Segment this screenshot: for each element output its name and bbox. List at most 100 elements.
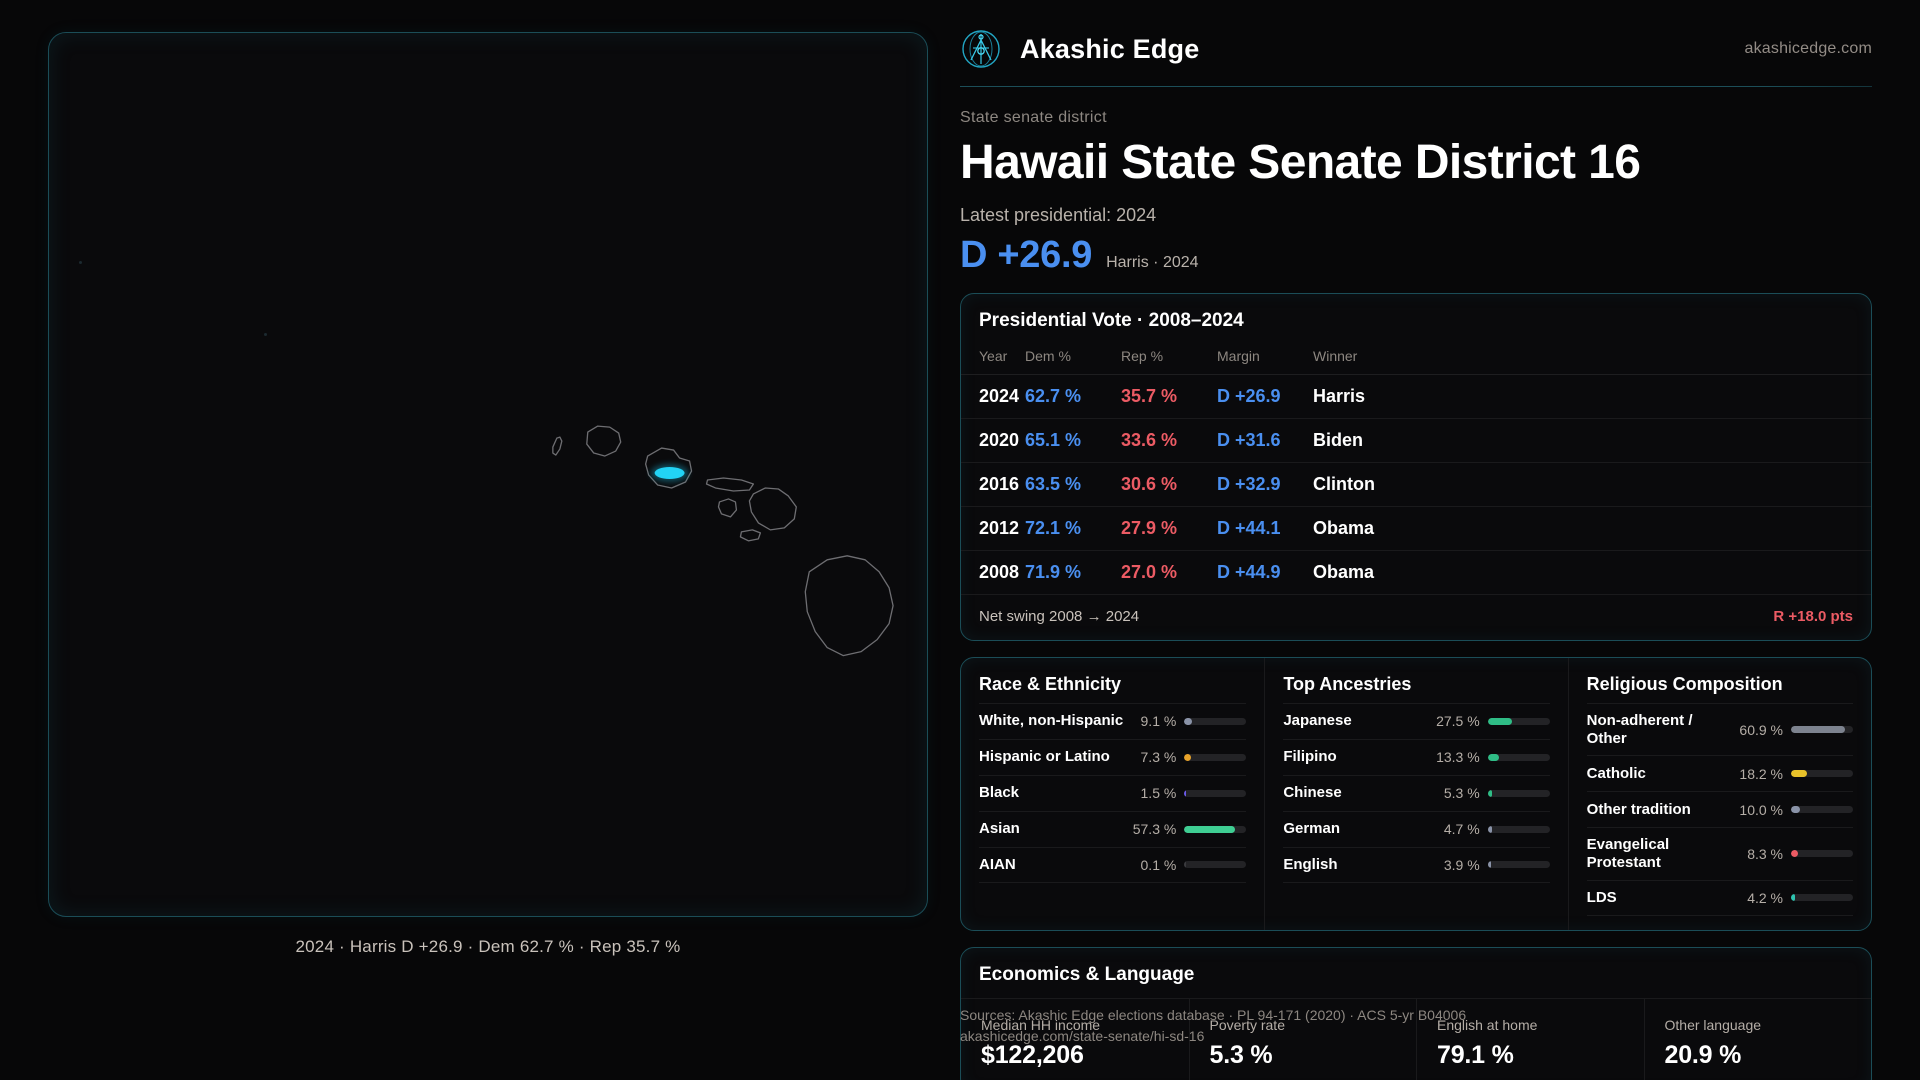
religious-composition-column: Religious Composition Non-adherent / Oth… — [1567, 657, 1871, 930]
econ-label: Median HH income — [981, 1016, 1101, 1033]
race-ethnicity-rows: White, non-Hispanic 9.1 % Hispanic or Lati… — [979, 702, 1247, 883]
demo-bar-track — [1791, 850, 1853, 858]
demo-percent: 57.3 % — [1132, 821, 1177, 838]
demo-bar-fill — [1184, 753, 1191, 761]
demo-bar-track — [1184, 753, 1247, 761]
demo-bar-track — [1487, 825, 1550, 833]
cell-dem: 62.7 % — [1025, 374, 1121, 419]
demo-percent: 13.3 % — [1436, 749, 1480, 766]
demo-bar-fill — [1184, 717, 1193, 725]
economics-cells: Median HH income $122,206 Poverty rate 5.3 … — [961, 997, 1871, 1080]
top-ancestries-rows: Japanese 27.5 % Filipino 13.3 % Chinese 5.3 %… — [1283, 702, 1550, 883]
hawaii-islands-map — [552, 425, 894, 657]
list-item: Hispanic or Latino 7.3 % — [979, 738, 1247, 775]
cell-margin: D +31.6 — [1217, 418, 1313, 463]
table-row: 2012 72.1 % 27.9 % D +44.1 Obama — [961, 506, 1871, 551]
demo-bar-fill — [1487, 789, 1493, 797]
list-item: Non-adherent / Other 60.9 % — [1586, 702, 1853, 755]
demo-percent: 7.3 % — [1140, 749, 1177, 766]
column-header-margin: Margin — [1217, 343, 1313, 375]
cell-margin: D +44.9 — [1217, 550, 1313, 595]
demo-percent: 0.1 % — [1140, 856, 1177, 873]
demo-label: LDS — [1586, 888, 1617, 906]
headline-margin: D +26.9 Harris · 2024 — [960, 234, 1872, 277]
religious-composition-rows: Non-adherent / Other 60.9 % Catholic 18.2 %… — [1586, 702, 1853, 916]
demo-label: Japanese — [1283, 712, 1352, 730]
demo-label: White, non-Hispanic — [979, 712, 1124, 730]
demo-bar-track — [1791, 894, 1853, 902]
highlighted-district — [650, 464, 689, 482]
table-row: 2016 63.5 % 30.6 % D +32.9 Clinton — [961, 462, 1871, 507]
cell-rep: 27.9 % — [1121, 506, 1217, 551]
demo-percent: 18.2 % — [1739, 765, 1783, 782]
headline-margin-note: Harris · 2024 — [1106, 253, 1199, 271]
cell-dem: 65.1 % — [1025, 418, 1121, 463]
cell-winner: Harris — [1313, 374, 1871, 419]
column-header-year: Year — [961, 343, 1025, 375]
demo-bar-fill — [1487, 753, 1500, 761]
net-swing-value: R +18.0 pts — [1773, 607, 1853, 625]
economics-language-panel: Economics & Language Median HH income $12… — [960, 946, 1872, 1080]
cell-rep: 33.6 % — [1121, 418, 1217, 463]
brand-bar: Akashic Edge akashicedge.com — [960, 28, 1872, 86]
list-item: Black 1.5 % — [979, 774, 1247, 811]
table-row: 2024 62.7 % 35.7 % D +26.9 Harris — [961, 374, 1871, 419]
presidential-vote-panel: Presidential Vote · 2008–2024 Year Dem %… — [960, 292, 1872, 641]
demo-bar-track — [1487, 861, 1550, 869]
list-item: Japanese 27.5 % — [1283, 702, 1550, 739]
cell-dem: 63.5 % — [1025, 462, 1121, 507]
district-map[interactable] — [48, 32, 928, 917]
sources-line-2: akashicedge.com/state-senate/hi-sd-16 — [960, 1028, 1205, 1044]
list-item: Filipino 13.3 % — [1283, 738, 1550, 775]
list-item: White, non-Hispanic 9.1 % — [979, 702, 1247, 739]
cell-year: 2008 — [961, 550, 1025, 595]
demo-bar-track — [1487, 717, 1550, 725]
akashic-emblem-icon — [960, 28, 1002, 70]
demo-bar-track — [1487, 789, 1550, 797]
demo-label: Filipino — [1283, 748, 1337, 766]
cell-margin: D +26.9 — [1217, 374, 1313, 419]
demo-bar-fill — [1791, 770, 1808, 778]
column-header-dem: Dem % — [1025, 343, 1121, 375]
list-item: English 3.9 % — [1283, 846, 1550, 883]
page-eyebrow: State senate district — [960, 109, 1107, 126]
demo-bar-fill — [1184, 861, 1187, 869]
demo-bar-fill — [1487, 825, 1492, 833]
demo-bar-fill — [1791, 850, 1799, 858]
demo-label: Asian — [979, 820, 1020, 838]
brand-name: Akashic Edge — [1020, 33, 1200, 64]
race-ethnicity-title: Race & Ethnicity — [979, 673, 1122, 694]
econ-cell: English at home 79.1 % — [1416, 998, 1644, 1080]
cell-winner: Obama — [1313, 506, 1871, 551]
demo-bar-fill — [1184, 789, 1187, 797]
demo-label: Hispanic or Latino — [979, 748, 1110, 766]
cell-rep: 27.0 % — [1121, 550, 1217, 595]
brand-left: Akashic Edge — [960, 28, 1199, 70]
religious-composition-title: Religious Composition — [1586, 673, 1783, 694]
list-item: German 4.7 % — [1283, 810, 1550, 847]
demographics-panel: Race & Ethnicity White, non-Hispanic 9.1 … — [960, 656, 1872, 931]
econ-label: Other language — [1664, 1016, 1762, 1033]
econ-value: $122,206 — [981, 1040, 1084, 1069]
demo-bar-fill — [1791, 894, 1795, 902]
top-ancestries-title: Top Ancestries — [1283, 673, 1412, 694]
cell-year: 2020 — [961, 418, 1025, 463]
list-item: Asian 57.3 % — [979, 810, 1247, 847]
demo-bar-fill — [1791, 726, 1845, 734]
presidential-vote-title: Presidential Vote · 2008–2024 — [979, 309, 1244, 331]
net-swing-label: Net swing 2008 → 2024 — [979, 607, 1140, 625]
column-header-winner: Winner — [1313, 343, 1871, 375]
demo-bar-fill — [1184, 825, 1236, 833]
econ-value: 20.9 % — [1664, 1040, 1742, 1069]
demo-bar-fill — [1487, 717, 1512, 725]
econ-value: 5.3 % — [1209, 1040, 1273, 1069]
demo-bar-track — [1791, 806, 1853, 814]
demo-percent: 8.3 % — [1747, 845, 1783, 862]
cell-year: 2012 — [961, 506, 1025, 551]
cell-margin: D +32.9 — [1217, 462, 1313, 507]
demo-label: Evangelical Protestant — [1586, 836, 1670, 871]
list-item: Other tradition 10.0 % — [1586, 791, 1853, 827]
page-title: Hawaii State Senate District 16 — [960, 136, 1641, 189]
demo-bar-track — [1184, 861, 1247, 869]
table-header-row: Year Dem % Rep % Margin Winner — [961, 343, 1871, 375]
